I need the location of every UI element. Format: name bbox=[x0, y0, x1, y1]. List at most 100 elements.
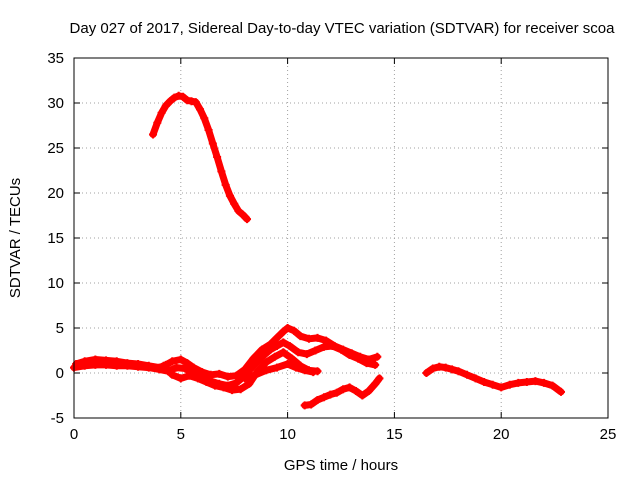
data-point bbox=[514, 378, 523, 387]
data-point bbox=[279, 338, 288, 347]
data-point bbox=[243, 215, 252, 224]
data-point bbox=[454, 367, 463, 376]
data-point bbox=[480, 378, 489, 386]
data-point bbox=[149, 130, 158, 139]
data-point bbox=[178, 92, 187, 101]
y-tick-label: -5 bbox=[51, 410, 64, 427]
data-point bbox=[313, 396, 322, 404]
series-track-late bbox=[422, 362, 566, 396]
data-point bbox=[80, 361, 89, 370]
data-point bbox=[91, 360, 100, 369]
data-point bbox=[236, 385, 245, 394]
data-point bbox=[159, 361, 168, 370]
y-tick-label: 10 bbox=[47, 275, 64, 292]
y-tick-label: 5 bbox=[56, 320, 64, 337]
data-point bbox=[102, 360, 111, 369]
data-layer bbox=[70, 91, 566, 410]
data-point bbox=[364, 387, 373, 395]
data-point bbox=[539, 378, 548, 387]
y-tick-label: 15 bbox=[47, 230, 64, 247]
data-point bbox=[313, 333, 322, 342]
data-point bbox=[557, 387, 566, 396]
data-point bbox=[279, 348, 288, 357]
data-point bbox=[326, 390, 335, 399]
data-point bbox=[488, 380, 497, 389]
data-point bbox=[161, 101, 170, 110]
data-point bbox=[266, 345, 275, 354]
data-point bbox=[238, 210, 247, 219]
data-point bbox=[168, 370, 177, 379]
data-point bbox=[328, 342, 337, 350]
data-point bbox=[304, 334, 313, 343]
y-tick-label: 35 bbox=[47, 50, 64, 67]
data-point bbox=[345, 383, 354, 392]
data-point bbox=[200, 114, 209, 123]
data-point bbox=[270, 352, 279, 361]
series-track-d bbox=[240, 360, 318, 383]
data-point bbox=[345, 351, 354, 359]
data-point bbox=[522, 378, 531, 386]
x-tick-label: 25 bbox=[600, 426, 617, 443]
data-point bbox=[168, 357, 177, 366]
data-point bbox=[193, 374, 202, 383]
data-point bbox=[251, 370, 260, 379]
data-point bbox=[157, 108, 166, 117]
data-point bbox=[245, 379, 254, 388]
data-point bbox=[285, 342, 294, 350]
data-point bbox=[302, 350, 311, 359]
data-point bbox=[548, 381, 557, 390]
data-point bbox=[166, 97, 175, 106]
data-point bbox=[185, 371, 194, 380]
series-track-low bbox=[300, 374, 384, 410]
data-point bbox=[112, 361, 121, 370]
data-point bbox=[213, 153, 222, 161]
data-point bbox=[144, 363, 153, 372]
data-point bbox=[292, 363, 301, 372]
data-point bbox=[283, 360, 292, 368]
data-point bbox=[210, 381, 219, 390]
data-point bbox=[155, 365, 164, 374]
data-point bbox=[221, 180, 230, 189]
data-point bbox=[448, 365, 457, 374]
data-point bbox=[208, 139, 217, 148]
data-point bbox=[257, 352, 266, 361]
y-tick-label: 25 bbox=[47, 140, 64, 157]
data-point bbox=[176, 374, 185, 383]
data-point bbox=[262, 358, 271, 367]
data-point bbox=[134, 362, 143, 371]
data-point bbox=[422, 369, 431, 377]
data-point bbox=[373, 352, 382, 361]
axis-ticks: 0 5 10 15 20 25 -5 0 5 10 15 20 25 30 35 bbox=[47, 50, 616, 443]
data-point bbox=[217, 167, 226, 176]
data-point bbox=[311, 346, 320, 355]
data-point bbox=[296, 332, 305, 341]
data-point bbox=[176, 355, 185, 364]
chart-title: Day 027 of 2017, Sidereal Day-to-day VTE… bbox=[70, 20, 616, 37]
y-axis-label: SDTVAR / TECUs bbox=[7, 178, 24, 298]
data-point bbox=[249, 361, 258, 370]
data-point bbox=[262, 366, 271, 375]
data-point bbox=[497, 383, 506, 392]
data-point bbox=[337, 345, 345, 354]
data-point bbox=[441, 363, 450, 372]
data-point bbox=[309, 368, 318, 377]
data-point bbox=[170, 93, 179, 102]
data-point bbox=[202, 378, 211, 386]
data-point bbox=[272, 333, 281, 342]
data-point bbox=[215, 369, 224, 378]
data-point bbox=[300, 366, 309, 375]
x-tick-label: 20 bbox=[493, 426, 510, 443]
data-point bbox=[272, 342, 281, 350]
data-point bbox=[294, 348, 303, 357]
data-point bbox=[307, 400, 316, 409]
x-tick-label: 15 bbox=[386, 426, 403, 443]
data-point bbox=[362, 359, 371, 368]
data-point bbox=[339, 385, 348, 394]
data-point bbox=[375, 374, 384, 383]
data-point bbox=[232, 378, 241, 387]
data-point bbox=[531, 377, 540, 386]
data-point bbox=[428, 364, 437, 373]
data-point bbox=[204, 126, 213, 134]
data-point bbox=[181, 364, 190, 373]
series-track-b bbox=[70, 338, 380, 390]
